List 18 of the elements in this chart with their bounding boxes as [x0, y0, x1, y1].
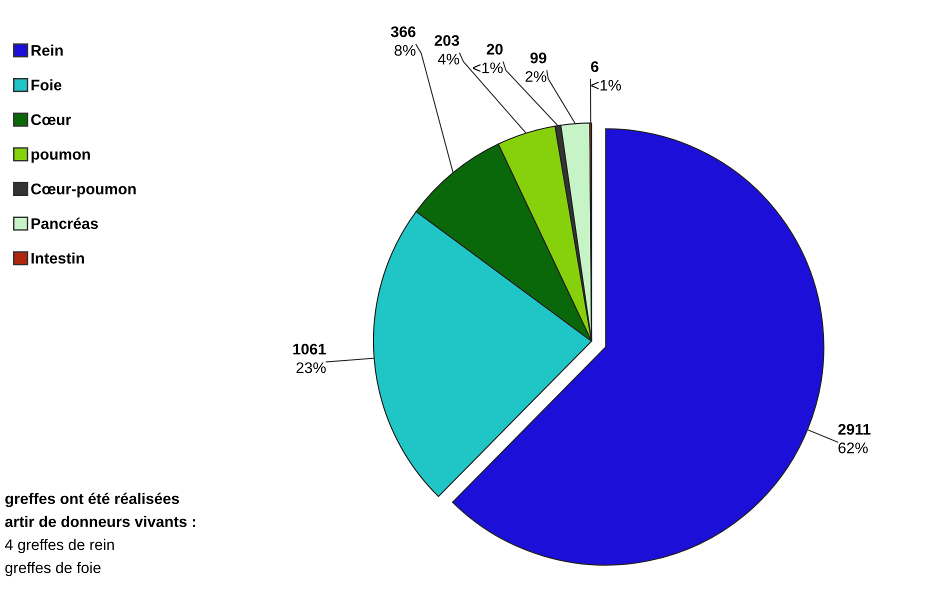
text: greffes ont été réalisées: [5, 492, 179, 508]
data-label: 20 <1%: [473, 44, 503, 74]
legend-label: Cœur: [31, 114, 72, 126]
legend-label: Pancréas: [32, 218, 98, 230]
data-label: 1061 23%: [293, 344, 326, 374]
legend-label: Cœur-poumon: [31, 184, 136, 198]
text: artir de donneurs vivants :: [5, 516, 196, 528]
legend-label: Intestin: [32, 252, 84, 264]
data-label: 366 8%: [390, 26, 416, 56]
text: greffes de foie: [5, 562, 101, 576]
data-label: 6 <1%: [591, 61, 621, 91]
text: 4 greffes de rein: [5, 538, 114, 554]
legend-label: Foie: [32, 79, 62, 90]
data-label: 2911 62%: [838, 424, 870, 454]
data-label: 203 4%: [434, 35, 460, 64]
legend-label: poumon: [32, 151, 90, 163]
data-label: 99 2%: [526, 52, 546, 82]
legend-label: Rein: [32, 44, 63, 56]
